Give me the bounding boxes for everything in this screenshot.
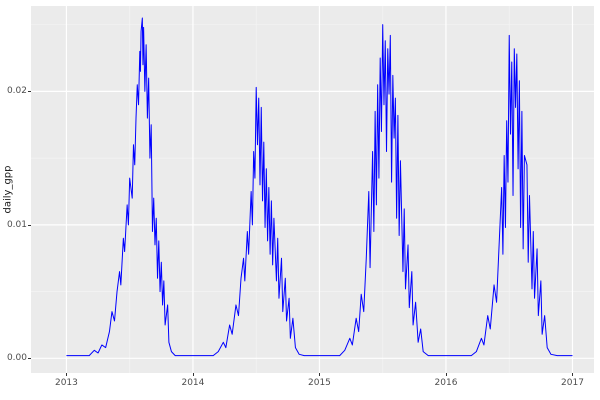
y-tick-mark	[28, 358, 31, 360]
x-tick-label: 2014	[181, 378, 205, 388]
x-tick-label: 2013	[54, 378, 78, 388]
y-tick-label: 0.01	[6, 219, 27, 230]
y-tick-label: 0.00	[6, 353, 27, 364]
x-tick-mark	[192, 373, 194, 376]
y-axis-title: daily_gpp	[2, 165, 14, 214]
x-tick-mark	[445, 373, 447, 376]
x-tick-label: 2016	[434, 378, 458, 388]
x-tick-mark	[66, 373, 68, 376]
y-tick-mark	[28, 91, 31, 93]
x-tick-mark	[572, 373, 574, 376]
x-tick-label: 2015	[308, 378, 331, 388]
series-line-daily_gpp	[66, 17, 573, 357]
y-tick-label: 0.02	[6, 86, 27, 97]
plot-canvas	[31, 6, 594, 373]
y-tick-mark	[28, 224, 31, 226]
x-tick-label: 2017	[561, 378, 584, 388]
plot-panel	[31, 6, 594, 373]
x-tick-mark	[319, 373, 321, 376]
